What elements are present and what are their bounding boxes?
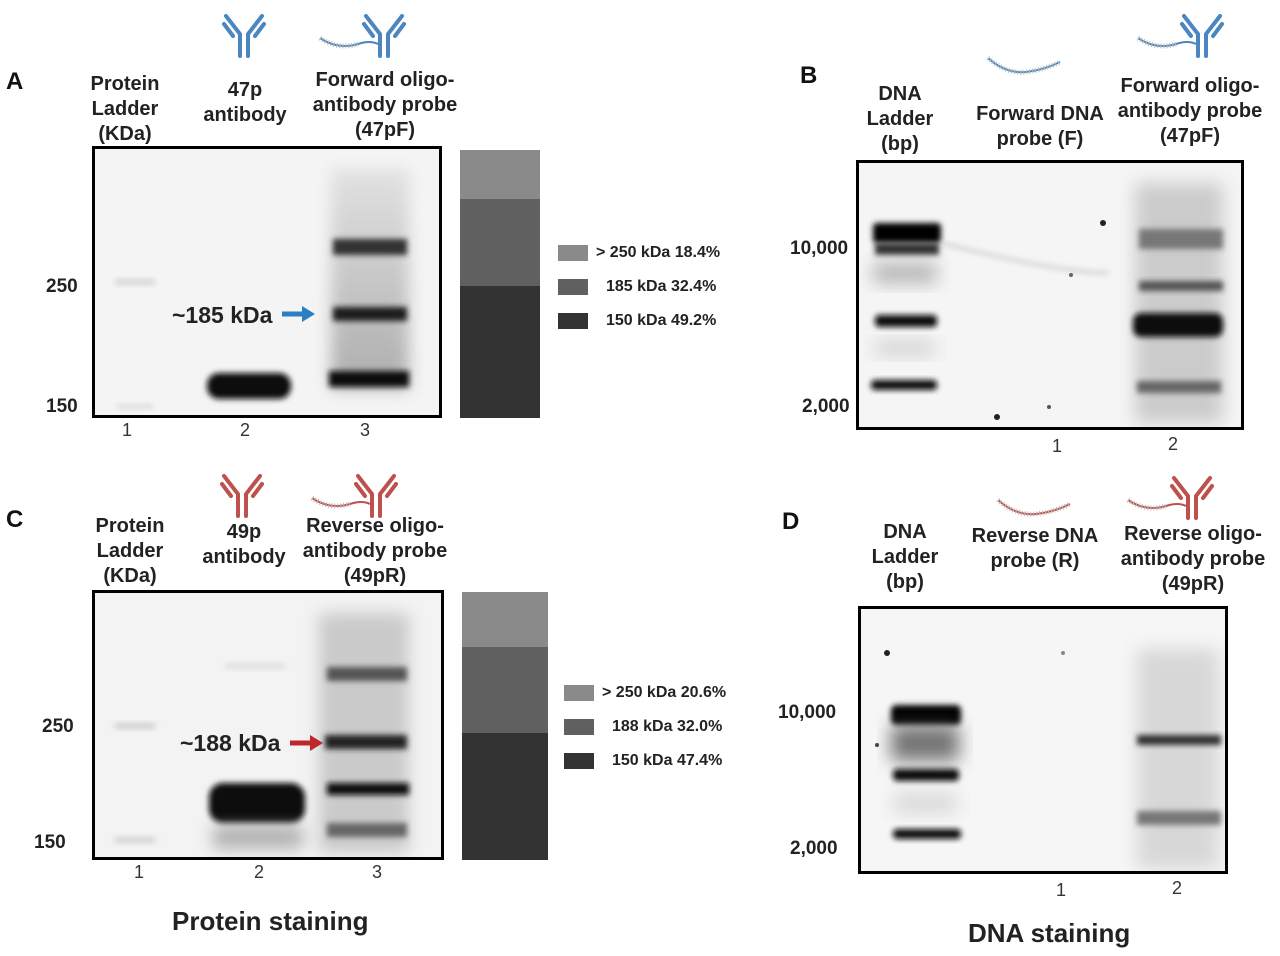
marker-150: 150 [46, 396, 78, 417]
dna-probe-icon [986, 56, 1062, 75]
bar-segment-150 [462, 732, 548, 860]
lane-number: 2 [1171, 878, 1182, 898]
bar-segment-gt250 [460, 150, 540, 200]
legend-label: > 250 kDa 18.4% [596, 244, 721, 261]
antibody-icon [222, 14, 266, 58]
bar-segment-gt250 [462, 592, 548, 648]
legend-label: 188 kDa 32.0% [612, 718, 723, 735]
bar-segment-188 [462, 647, 548, 733]
footer-dna-staining: DNA staining [968, 918, 1131, 948]
stacked-bar [462, 592, 548, 860]
bar-segment-150 [460, 286, 540, 418]
band-callout: ~185 kDa [172, 302, 273, 328]
header-lane2: Forward oligo- antibody probe (47pF) [1117, 75, 1263, 147]
lane-number: 3 [371, 862, 382, 882]
legend-item: > 250 kDa 20.6% [564, 684, 726, 702]
legend-item: 188 kDa 32.0% [564, 718, 726, 736]
lane-number: 2 [1167, 434, 1178, 454]
header-dna-ladder: DNA Ladder (bp) [866, 83, 934, 155]
dna-probe-icon [996, 498, 1072, 517]
legend-swatch [564, 753, 594, 769]
arrow-icon [282, 306, 315, 322]
lane-number: 3 [359, 420, 370, 440]
gel-image [858, 606, 1228, 874]
legend-label: 150 kDa 47.4% [612, 752, 723, 769]
legend-swatch [564, 719, 594, 735]
header-lane3: Reverse oligo- antibody probe (49pR) [302, 515, 448, 587]
legend-label: 150 kDa 49.2% [606, 312, 717, 329]
legend-item: > 250 kDa 18.4% [558, 244, 720, 262]
header-lane2: 49p antibody [202, 521, 286, 568]
oligo-antibody-icon [1126, 476, 1214, 520]
header-protein-ladder: Protein Ladder (KDa) [90, 73, 160, 145]
header-lane1: Reverse DNA probe (R) [971, 525, 1099, 572]
marker-2000: 2,000 [790, 838, 838, 859]
lane-number: 1 [133, 862, 144, 882]
header-lane2: Reverse oligo- antibody probe (49pR) [1120, 523, 1266, 595]
lane-number: 1 [1055, 880, 1066, 900]
legend-label: > 250 kDa 20.6% [602, 684, 727, 701]
legend-item: 150 kDa 47.4% [564, 752, 726, 770]
panel-d-letter: D [782, 508, 800, 535]
gel-image [92, 590, 444, 860]
oligo-antibody-icon [318, 14, 406, 58]
legend-item: 185 kDa 32.4% [558, 278, 720, 296]
header-dna-ladder: DNA Ladder (bp) [871, 521, 939, 593]
footer-protein-staining: Protein staining [172, 906, 369, 936]
lane-number: 1 [121, 420, 132, 440]
marker-10000: 10,000 [790, 238, 849, 259]
stacked-bar [460, 150, 540, 418]
legend-swatch [558, 313, 588, 329]
oligo-antibody-icon [310, 474, 398, 518]
bar-segment-185 [460, 199, 540, 287]
header-lane3: Forward oligo- antibody probe (47pF) [312, 69, 458, 141]
marker-2000: 2,000 [802, 396, 850, 417]
antibody-icon [220, 474, 264, 518]
marker-150: 150 [34, 832, 66, 853]
gel-image [856, 160, 1244, 430]
panel-b-letter: B [800, 62, 818, 89]
gel-image [92, 146, 442, 418]
panel-a-letter: A [6, 68, 24, 95]
legend-swatch [564, 685, 594, 701]
header-protein-ladder: Protein Ladder (KDa) [95, 515, 165, 587]
marker-250: 250 [42, 716, 74, 737]
legend-item: 150 kDa 49.2% [558, 312, 720, 330]
legend-swatch [558, 245, 588, 261]
oligo-antibody-icon [1136, 14, 1224, 58]
legend-label: 185 kDa 32.4% [606, 278, 717, 295]
header-lane2: 47p antibody [203, 79, 287, 126]
arrow-icon [290, 735, 323, 751]
lane-number: 2 [239, 420, 250, 440]
panel-c-letter: C [6, 506, 24, 533]
marker-10000: 10,000 [778, 702, 837, 723]
legend: > 250 kDa 18.4% 185 kDa 32.4% 150 kDa 49… [558, 244, 720, 330]
lane-number: 1 [1051, 436, 1062, 456]
band-callout: ~188 kDa [180, 730, 281, 756]
legend-swatch [558, 279, 588, 295]
marker-250: 250 [46, 276, 78, 297]
lane-number: 2 [253, 862, 264, 882]
legend: > 250 kDa 20.6% 188 kDa 32.0% 150 kDa 47… [564, 684, 726, 770]
header-lane1: Forward DNA probe (F) [976, 103, 1104, 150]
